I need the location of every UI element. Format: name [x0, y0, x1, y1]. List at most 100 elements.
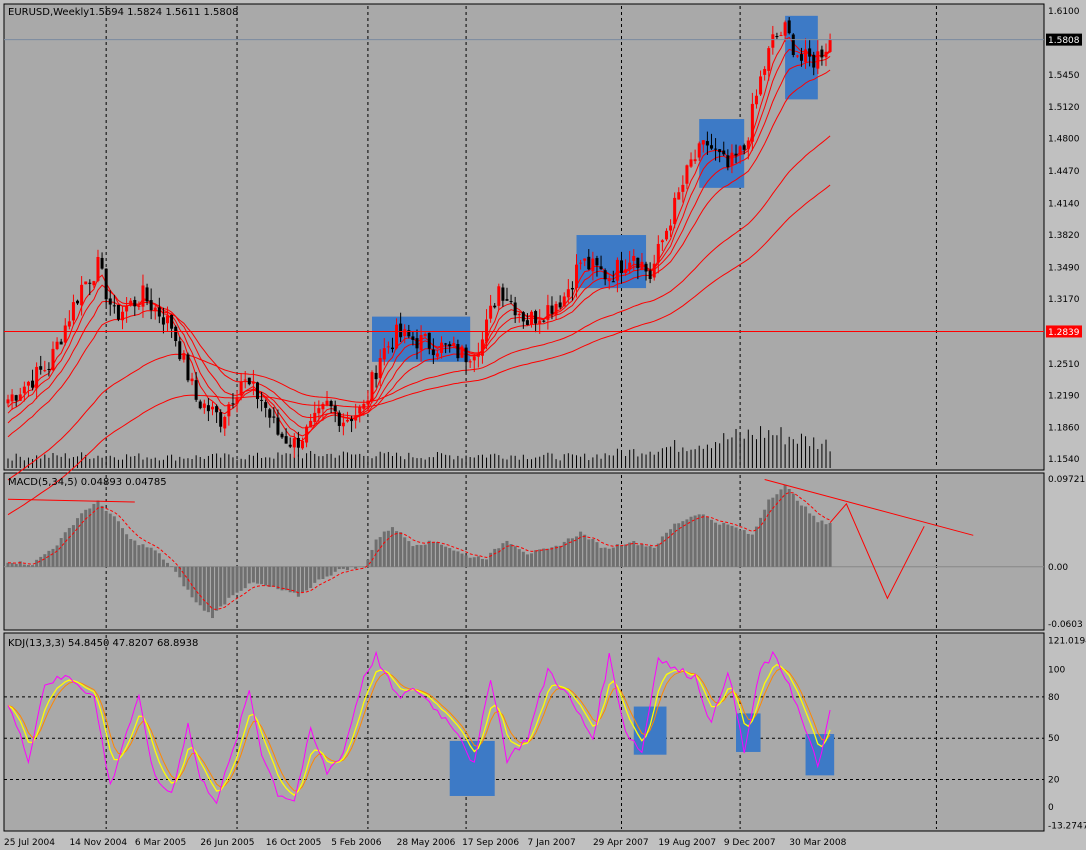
macd-bar	[763, 509, 767, 567]
macd-bar	[133, 540, 137, 567]
candle-body	[321, 403, 325, 410]
candle-body	[300, 441, 304, 449]
macd-bar	[215, 566, 219, 611]
macd-bar	[677, 523, 681, 567]
macd-bar	[280, 566, 284, 591]
candle-body	[804, 49, 808, 62]
macd-bar	[546, 548, 550, 567]
candle-body	[255, 382, 259, 400]
macd-bar	[771, 497, 775, 567]
price-tick-label: 1.2190	[1048, 391, 1080, 401]
macd-bar	[288, 566, 292, 593]
candle-body	[603, 270, 607, 280]
x-tick-label: 6 Mar 2005	[135, 838, 186, 848]
candle-body	[337, 412, 341, 426]
candle-body	[542, 320, 546, 322]
candle-body	[71, 302, 75, 321]
macd-bar	[472, 557, 476, 567]
price-tick-label: 1.4140	[1048, 200, 1080, 210]
horizontal-line-tag-bg	[1046, 325, 1082, 338]
macd-bar	[791, 493, 795, 567]
x-tick-label: 28 May 2006	[397, 838, 456, 848]
macd-bar	[325, 566, 329, 577]
candle-body	[530, 311, 534, 325]
macd-bar	[22, 564, 26, 567]
candle-body	[80, 284, 84, 306]
candle-body	[18, 394, 22, 401]
macd-bar	[705, 516, 709, 567]
macd-bar	[722, 522, 726, 567]
macd-bar	[47, 550, 51, 567]
candle-body	[182, 353, 186, 360]
candle-body	[374, 372, 378, 380]
candle-body	[227, 404, 231, 417]
macd-bar	[399, 532, 403, 567]
macd-bar	[812, 515, 816, 567]
candle-body	[828, 39, 832, 52]
macd-bar	[824, 524, 828, 567]
candle-body	[292, 438, 296, 448]
macd-bar	[18, 561, 22, 567]
macd-bar	[501, 543, 505, 567]
candle-body	[268, 409, 272, 418]
kdj-tick-label: 121.0194	[1048, 636, 1086, 646]
macd-bar	[14, 563, 18, 567]
candle-body	[100, 257, 104, 269]
candle-body	[701, 140, 705, 145]
macd-tick-label: 0.09721	[1048, 475, 1085, 485]
candle-body	[554, 303, 558, 315]
macd-bar	[595, 542, 599, 567]
macd-bar	[153, 550, 157, 567]
macd-bar	[742, 530, 746, 567]
macd-bar	[448, 548, 452, 567]
macd-bar	[607, 548, 611, 567]
candle-body	[186, 354, 190, 381]
macd-bar	[726, 524, 730, 567]
candle-body	[660, 240, 664, 243]
price-tick-label: 1.3170	[1048, 295, 1080, 305]
macd-bar	[701, 514, 705, 567]
current-price-tag-bg	[1046, 33, 1082, 46]
candle-body	[419, 335, 423, 351]
candle-body	[795, 55, 799, 57]
candle-body	[178, 341, 182, 360]
candle-body	[284, 436, 288, 444]
candle-body	[734, 153, 738, 156]
candle-body	[599, 266, 603, 270]
candle-body	[673, 197, 677, 225]
kdj-panel	[3, 632, 1045, 832]
moving-average-line	[7, 48, 831, 437]
macd-bar	[166, 562, 170, 567]
macd-bar	[440, 544, 444, 567]
candle-body	[35, 366, 39, 389]
candle-body	[403, 329, 407, 336]
macd-bar	[337, 566, 341, 570]
macd-bar	[321, 566, 325, 580]
candle-body	[476, 354, 480, 357]
macd-bar	[685, 519, 689, 567]
macd-bar	[767, 499, 771, 567]
macd-bar	[395, 531, 399, 567]
macd-tick-label: -0.0603	[1048, 620, 1083, 630]
macd-bar	[427, 540, 431, 567]
macd-bar	[709, 519, 713, 567]
macd-bar	[566, 538, 570, 567]
macd-histogram	[6, 484, 832, 619]
macd-bar	[734, 527, 738, 567]
moving-average-line	[7, 135, 831, 481]
macd-projection-line	[829, 502, 925, 600]
macd-bar	[80, 513, 84, 567]
candle-body	[501, 287, 505, 301]
candle-body	[264, 402, 268, 408]
candle-body	[595, 258, 599, 266]
kdj-tick-label: -13.2747	[1048, 821, 1086, 831]
candle-body	[84, 281, 88, 285]
ohlc-label: 1.5694 1.5824 1.5611 1.5808	[89, 7, 239, 18]
price-highlight-box	[576, 235, 647, 289]
macd-bar	[71, 525, 75, 567]
price-tick-label: 1.4470	[1048, 167, 1080, 177]
macd-bar	[145, 547, 149, 567]
kdj-d-line	[7, 663, 831, 797]
macd-bar	[431, 541, 435, 567]
candle-body	[525, 320, 529, 325]
